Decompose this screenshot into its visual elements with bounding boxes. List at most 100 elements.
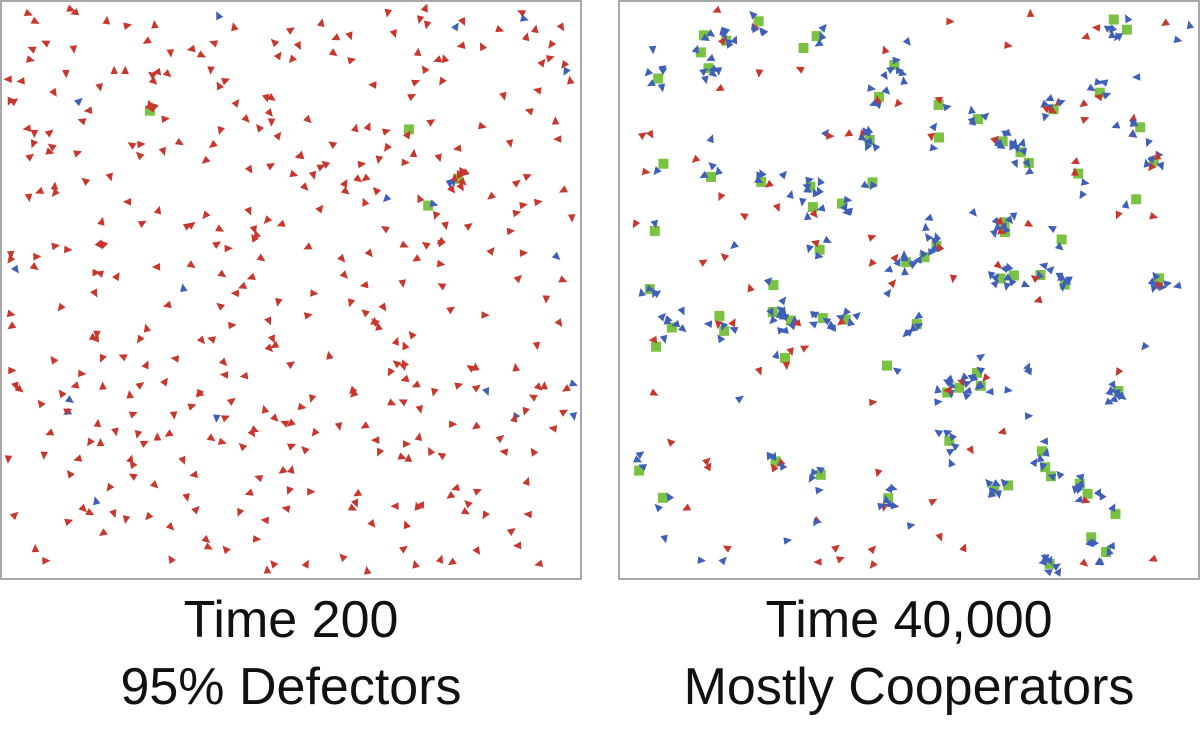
- defector-agent: [127, 142, 137, 150]
- cooperator-agent: [725, 39, 734, 49]
- defector-agent: [33, 253, 42, 261]
- defector-agent: [682, 503, 692, 511]
- defector-agent: [174, 137, 184, 146]
- defector-agent: [456, 41, 466, 49]
- defector-agent: [261, 404, 270, 414]
- defector-agent: [809, 209, 818, 219]
- defector-agent: [78, 503, 87, 513]
- defector-agent: [415, 501, 424, 509]
- defector-agent: [554, 318, 563, 327]
- defector-agent: [69, 45, 78, 54]
- cooperator-agent: [1003, 273, 1013, 281]
- defector-agent: [169, 411, 178, 420]
- defector-agent: [363, 122, 371, 132]
- cooperator-agent: [860, 180, 870, 189]
- cooperator-agent: [943, 103, 952, 112]
- cooperator-agent: [1006, 262, 1014, 272]
- cooperator-agent: [1029, 458, 1038, 468]
- defector-agent: [530, 447, 539, 457]
- defector-agent: [869, 560, 878, 569]
- cooperator-agent: [880, 71, 888, 80]
- defector-agent: [495, 434, 505, 444]
- defector-agent: [1048, 106, 1057, 114]
- defector-agent: [165, 522, 175, 531]
- resource-square: [706, 172, 716, 182]
- cooperator-agent: [786, 190, 794, 199]
- resource-square: [1094, 87, 1105, 98]
- cooperator-agent: [1106, 542, 1115, 550]
- defector-agent: [441, 54, 450, 64]
- cooperator-agent: [568, 379, 578, 387]
- cooperator-agent: [382, 193, 392, 203]
- cooperator-agent: [883, 288, 892, 298]
- defector-agent: [316, 164, 326, 172]
- defector-agent: [216, 81, 224, 91]
- cooperator-agent: [666, 492, 675, 502]
- cooperator-agent: [922, 222, 930, 232]
- cooperator-agent: [718, 556, 727, 566]
- defector-agent: [16, 77, 25, 85]
- defector-agent: [321, 160, 331, 169]
- defector-agent: [37, 399, 46, 409]
- cooperator-agent: [1053, 567, 1062, 577]
- defector-agent: [73, 150, 83, 158]
- defector-agent: [478, 121, 487, 130]
- cooperator-agent: [827, 324, 836, 332]
- cooperator-agent: [910, 260, 918, 270]
- cooperator-agent: [1163, 280, 1173, 288]
- cooperator-agent: [924, 213, 934, 221]
- defector-agent: [959, 543, 967, 553]
- defector-agent: [148, 71, 157, 80]
- defector-agent: [638, 132, 647, 140]
- cooperator-agent: [1099, 79, 1109, 87]
- defector-agent: [196, 335, 205, 345]
- cooperator-agent: [901, 266, 909, 276]
- defector-agent: [1094, 93, 1103, 102]
- defector-agent: [869, 398, 878, 407]
- defector-agent: [148, 76, 158, 85]
- cooperator-agent: [842, 307, 851, 317]
- defector-agent: [142, 36, 152, 44]
- defector-agent: [409, 148, 418, 158]
- defector-agent: [456, 169, 464, 179]
- defector-agent: [712, 5, 722, 13]
- cooperator-agent: [717, 334, 726, 344]
- cooperator-agent: [714, 67, 723, 76]
- defector-agent: [567, 75, 575, 85]
- defector-agent: [632, 219, 641, 229]
- defector-agent: [266, 163, 276, 171]
- defector-agent: [215, 224, 225, 232]
- cooperator-agent: [1008, 277, 1017, 287]
- defector-agent: [252, 535, 262, 543]
- defector-agent: [134, 430, 143, 439]
- defector-agent: [83, 106, 93, 114]
- defector-agent: [1030, 275, 1040, 283]
- defector-agent: [482, 510, 490, 520]
- defector-agent: [201, 534, 211, 544]
- cooperator-agent: [1054, 242, 1064, 251]
- defector-agent: [50, 181, 59, 190]
- defector-agent: [927, 132, 935, 142]
- cooperator-agent: [893, 257, 901, 267]
- defector-agent: [403, 520, 411, 530]
- defector-agent: [1004, 41, 1013, 49]
- cooperator-agent: [652, 290, 662, 299]
- cooperator-agent: [925, 233, 933, 242]
- defector-agent: [786, 347, 794, 357]
- defector-agent: [217, 269, 227, 278]
- defector-agent: [339, 553, 348, 563]
- defector-agent: [121, 65, 129, 75]
- defector-agent: [264, 316, 272, 326]
- defector-agent: [728, 318, 736, 328]
- cooperator-agent: [730, 240, 739, 250]
- cooperator-agent: [988, 487, 997, 496]
- resource-square: [1135, 122, 1146, 133]
- cooperator-agent: [985, 478, 994, 488]
- defector-agent: [195, 389, 205, 397]
- cooperator-agent: [778, 311, 787, 320]
- defector-agent: [112, 272, 120, 282]
- cooperator-agent: [869, 99, 878, 107]
- defector-agent: [357, 160, 367, 169]
- defector-agent: [359, 280, 369, 289]
- cooperator-agent: [74, 97, 83, 107]
